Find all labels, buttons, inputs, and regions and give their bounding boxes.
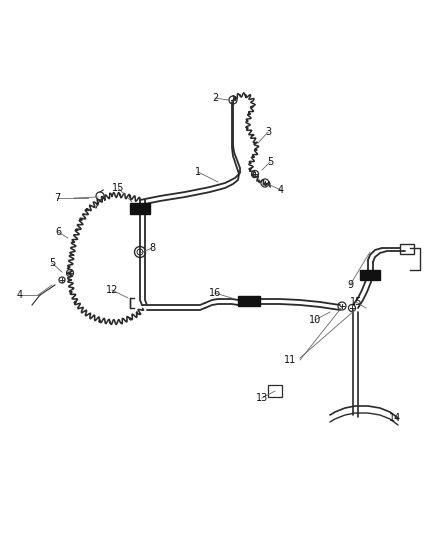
Text: 12: 12: [106, 285, 118, 295]
Text: 14: 14: [389, 413, 401, 423]
Text: 7: 7: [54, 193, 60, 203]
Text: 2: 2: [212, 93, 218, 103]
Text: 4: 4: [278, 185, 284, 195]
Text: 8: 8: [149, 243, 155, 253]
Text: 13: 13: [256, 393, 268, 403]
Text: 9: 9: [347, 280, 353, 290]
Text: 6: 6: [55, 227, 61, 237]
Bar: [238, 296, 260, 306]
Bar: [268, 385, 282, 397]
Text: 1: 1: [195, 167, 201, 177]
Text: 10: 10: [309, 315, 321, 325]
Bar: [400, 244, 414, 254]
Text: 5: 5: [267, 157, 273, 167]
Text: 4: 4: [17, 290, 23, 300]
Text: 15: 15: [112, 183, 124, 193]
Text: 3: 3: [265, 127, 271, 137]
Text: 16: 16: [209, 288, 221, 298]
Bar: [130, 203, 150, 214]
Text: 5: 5: [49, 258, 55, 268]
Bar: [360, 270, 380, 280]
Text: 11: 11: [284, 355, 296, 365]
Text: 15: 15: [350, 297, 362, 307]
